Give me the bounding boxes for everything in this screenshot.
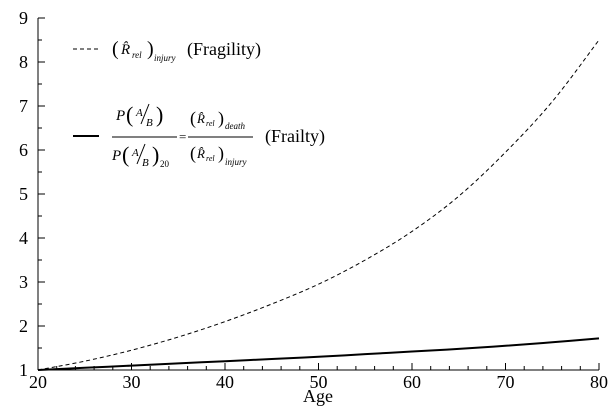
legend-fragility-label: (Fragility) xyxy=(187,39,261,60)
legend-p-den: P xyxy=(111,148,121,164)
legend-fragility: ( R̂ rel ) injury (Fragility) xyxy=(73,38,261,63)
x-axis-title: Age xyxy=(303,386,333,406)
x-tick-label: 60 xyxy=(403,372,421,392)
y-tick-label: 8 xyxy=(19,52,28,72)
legend-frailty-label: (Frailty) xyxy=(265,126,325,147)
x-tick-label: 80 xyxy=(590,372,608,392)
tick-marks xyxy=(37,17,600,371)
legend-slash-num xyxy=(140,103,150,125)
legend-p-num: P xyxy=(115,108,125,124)
legend-bracket-open: ( xyxy=(112,38,119,60)
x-tick-label: 40 xyxy=(216,372,234,392)
series-frailty-line xyxy=(37,337,600,371)
legend-a-den: A xyxy=(131,147,139,159)
legend-r-num: R̂ xyxy=(196,111,205,126)
legend-r-num-open: ( xyxy=(190,108,196,129)
x-tick-label: 50 xyxy=(310,372,328,392)
x-tick-label: 30 xyxy=(123,372,141,392)
legend-paren-den-open: ( xyxy=(122,142,129,167)
legend-sub-injury-2: injury xyxy=(225,157,247,167)
y-tick-label: 4 xyxy=(19,228,28,248)
legend-paren-num-close: ) xyxy=(156,102,163,127)
series-lines xyxy=(37,39,600,371)
legend-r-den: R̂ xyxy=(196,146,205,161)
legend-r-den-close: ) xyxy=(218,143,224,164)
legend-bracket-close: ) xyxy=(147,38,154,60)
legend-paren-den-close: ) xyxy=(152,142,159,167)
x-tick-label: 70 xyxy=(497,372,515,392)
axes xyxy=(37,18,599,371)
legend-b-num: B xyxy=(146,117,153,129)
tick-labels: 1 2 3 4 5 6 7 8 9 20 30 40 50 60 70 80 xyxy=(19,8,608,392)
y-tick-label: 5 xyxy=(19,184,28,204)
legend-sub-death: death xyxy=(225,121,245,131)
legend-paren-num-open: ( xyxy=(126,102,133,127)
y-tick-label: 1 xyxy=(19,360,28,380)
legend-slash-den xyxy=(136,143,146,165)
x-tick-label: 20 xyxy=(29,372,47,392)
legend-r-den-open: ( xyxy=(190,143,196,164)
legend-equals: = xyxy=(179,129,186,144)
legend-r-hat: R̂ xyxy=(120,42,130,58)
legend-sub-injury: injury xyxy=(154,53,176,63)
y-tick-label: 2 xyxy=(19,316,28,336)
series-fragility-line xyxy=(37,39,600,371)
y-tick-label: 6 xyxy=(19,140,28,160)
legend-sub-20: 20 xyxy=(160,159,170,169)
legend-frailty: P ( A B ) P ( A B ) 20 = ( R̂ rel ) deat… xyxy=(73,102,325,169)
y-tick-label: 3 xyxy=(19,272,28,292)
legend-r-num-rel: rel xyxy=(206,119,215,128)
y-tick-label: 9 xyxy=(19,8,28,28)
legend-sub-rel: rel xyxy=(132,50,142,60)
legend-r-num-close: ) xyxy=(218,108,224,129)
legend-r-den-rel: rel xyxy=(206,154,215,163)
legend-a-num: A xyxy=(135,107,143,119)
y-tick-label: 7 xyxy=(19,96,28,116)
legend-b-den: B xyxy=(142,157,149,169)
